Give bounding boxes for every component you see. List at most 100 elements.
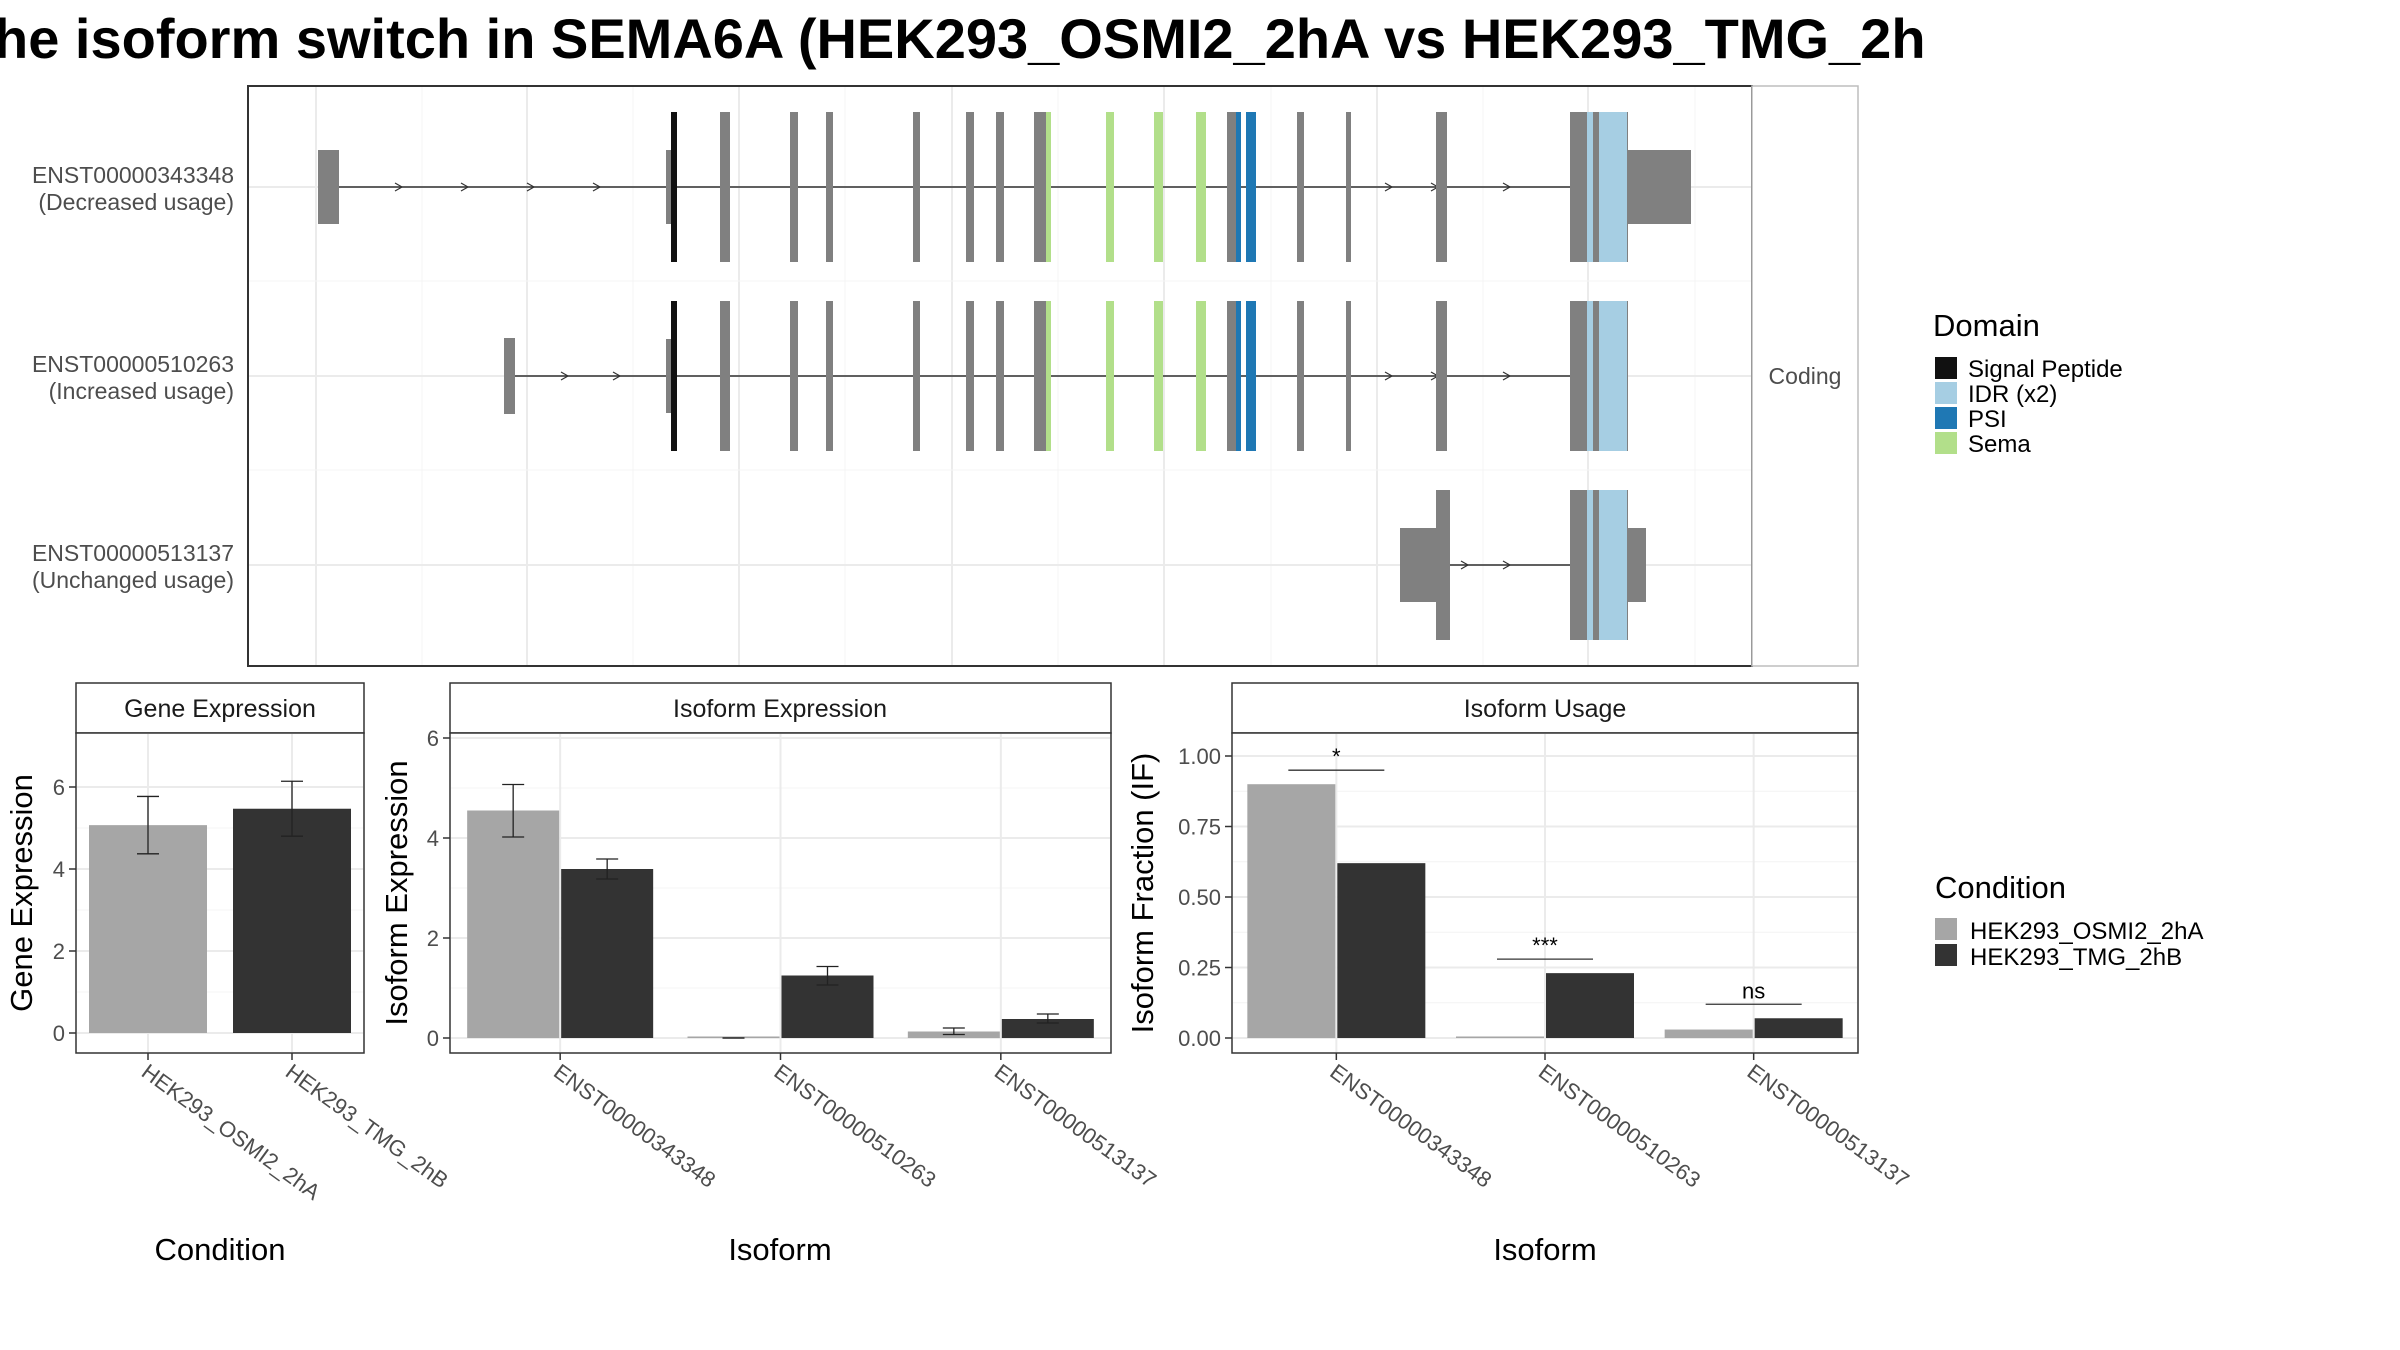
y-tick-label: 0.75 bbox=[1178, 815, 1221, 840]
exon bbox=[790, 112, 798, 262]
isoform-expression-xlabel: Isoform bbox=[728, 1232, 831, 1267]
exon bbox=[1154, 301, 1163, 451]
exon bbox=[1297, 112, 1304, 262]
y-tick-label: 4 bbox=[427, 826, 439, 851]
significance-label: * bbox=[1332, 744, 1341, 769]
y-tick-label: 6 bbox=[427, 726, 439, 751]
y-tick-label: 1.00 bbox=[1178, 744, 1221, 769]
domain-legend-title: Domain bbox=[1933, 308, 2040, 343]
x-tick-label: ENST00000513137 bbox=[990, 1059, 1161, 1193]
utr bbox=[1400, 528, 1438, 602]
y-tick-label: 4 bbox=[53, 857, 65, 882]
direction-arrow bbox=[1502, 560, 1512, 570]
bar bbox=[467, 810, 560, 1038]
legend-label-signal-peptide: Signal Peptide bbox=[1968, 356, 2123, 383]
exon bbox=[1196, 301, 1206, 451]
legend-swatch-idr bbox=[1935, 382, 1957, 404]
direction-arrow bbox=[460, 182, 470, 192]
x-tick-label: ENST00000513137 bbox=[1743, 1059, 1914, 1193]
exon bbox=[790, 301, 798, 451]
exon bbox=[1346, 301, 1351, 451]
y-tick-label: 0.25 bbox=[1178, 956, 1221, 981]
legend-swatch-osmi2 bbox=[1935, 918, 1957, 940]
direction-arrow bbox=[526, 182, 536, 192]
transcript-label-1: ENST00000343348 bbox=[32, 162, 234, 188]
coding-strip bbox=[1751, 85, 1859, 667]
exon bbox=[1593, 112, 1599, 262]
gene-expression-title: Gene Expression bbox=[124, 695, 316, 723]
exon bbox=[1106, 112, 1114, 262]
bar bbox=[233, 808, 351, 1033]
utr bbox=[318, 150, 339, 224]
exon bbox=[1046, 301, 1051, 451]
gene-expression-strip bbox=[75, 682, 365, 734]
bar bbox=[1754, 1018, 1843, 1038]
bar bbox=[561, 869, 654, 1038]
utr bbox=[1627, 528, 1646, 602]
exon bbox=[1034, 112, 1046, 262]
direction-arrow bbox=[1502, 182, 1512, 192]
domain-legend: Domain Signal Peptide IDR (x2) PSI Sema bbox=[1933, 308, 2123, 458]
legend-label-tmg: HEK293_TMG_2hB bbox=[1970, 944, 2182, 971]
x-tick-label: ENST00000510263 bbox=[770, 1059, 941, 1193]
exon bbox=[1346, 112, 1351, 262]
y-tick-label: 2 bbox=[53, 939, 65, 964]
y-tick-label: 0.00 bbox=[1178, 1026, 1221, 1051]
legend-swatch-sema bbox=[1935, 432, 1957, 454]
isoform-usage-strip bbox=[1231, 682, 1859, 734]
x-tick-label: ENST00000510263 bbox=[1534, 1059, 1705, 1193]
condition-legend-title: Condition bbox=[1935, 870, 2066, 905]
exon bbox=[1593, 490, 1599, 640]
exon bbox=[1034, 301, 1046, 451]
coding-strip-label: Coding bbox=[1769, 363, 1842, 389]
legend-swatch-psi bbox=[1935, 407, 1957, 429]
isoform-expression-strip bbox=[449, 682, 1112, 734]
condition-legend: Condition HEK293_OSMI2_2hA HEK293_TMG_2h… bbox=[1935, 870, 2203, 971]
bar bbox=[1546, 973, 1634, 1038]
significance-label: *** bbox=[1532, 933, 1558, 958]
direction-arrow bbox=[394, 182, 404, 192]
utr bbox=[504, 338, 515, 414]
exon bbox=[1246, 112, 1256, 262]
bar bbox=[781, 975, 874, 1038]
direction-arrow bbox=[592, 182, 602, 192]
exon bbox=[1436, 490, 1450, 640]
transcript-usage-1: (Decreased usage) bbox=[38, 189, 234, 215]
y-tick-label: 0.50 bbox=[1178, 885, 1221, 910]
exon bbox=[1196, 112, 1206, 262]
exon bbox=[1593, 301, 1599, 451]
exon bbox=[720, 301, 730, 451]
y-tick-label: 0 bbox=[53, 1021, 65, 1046]
direction-arrow bbox=[1502, 371, 1512, 381]
exon bbox=[1297, 301, 1304, 451]
exon bbox=[913, 301, 920, 451]
exon bbox=[1227, 301, 1236, 451]
exon bbox=[826, 301, 833, 451]
transcript-label-2: ENST00000510263 bbox=[32, 351, 234, 377]
exon bbox=[1227, 112, 1236, 262]
exon bbox=[966, 301, 974, 451]
exon bbox=[996, 112, 1004, 262]
direction-arrow bbox=[1384, 371, 1394, 381]
legend-label-osmi2: HEK293_OSMI2_2hA bbox=[1970, 918, 2203, 945]
bar bbox=[1664, 1029, 1753, 1038]
utr bbox=[1627, 150, 1691, 224]
significance-label: ns bbox=[1742, 978, 1765, 1003]
exon bbox=[996, 301, 1004, 451]
transcript-panel: Coding ENST00000343348 (Decreased usage)… bbox=[32, 85, 1859, 667]
exon bbox=[720, 112, 730, 262]
y-tick-label: 0 bbox=[427, 1026, 439, 1051]
legend-label-sema: Sema bbox=[1968, 431, 2031, 458]
bar bbox=[89, 825, 207, 1033]
legend-swatch-tmg bbox=[1935, 944, 1957, 966]
legend-swatch-signal-peptide bbox=[1935, 357, 1957, 379]
isoform-expression-ylabel: Isoform Expression bbox=[379, 760, 414, 1025]
bar bbox=[1247, 784, 1336, 1038]
bar bbox=[1001, 1019, 1094, 1038]
y-tick-label: 6 bbox=[53, 775, 65, 800]
transcript-usage-2: (Increased usage) bbox=[49, 378, 234, 404]
direction-arrow bbox=[612, 371, 622, 381]
isoform-usage-ylabel: Isoform Fraction (IF) bbox=[1125, 753, 1160, 1034]
exon bbox=[1246, 301, 1256, 451]
direction-arrow bbox=[1460, 560, 1470, 570]
